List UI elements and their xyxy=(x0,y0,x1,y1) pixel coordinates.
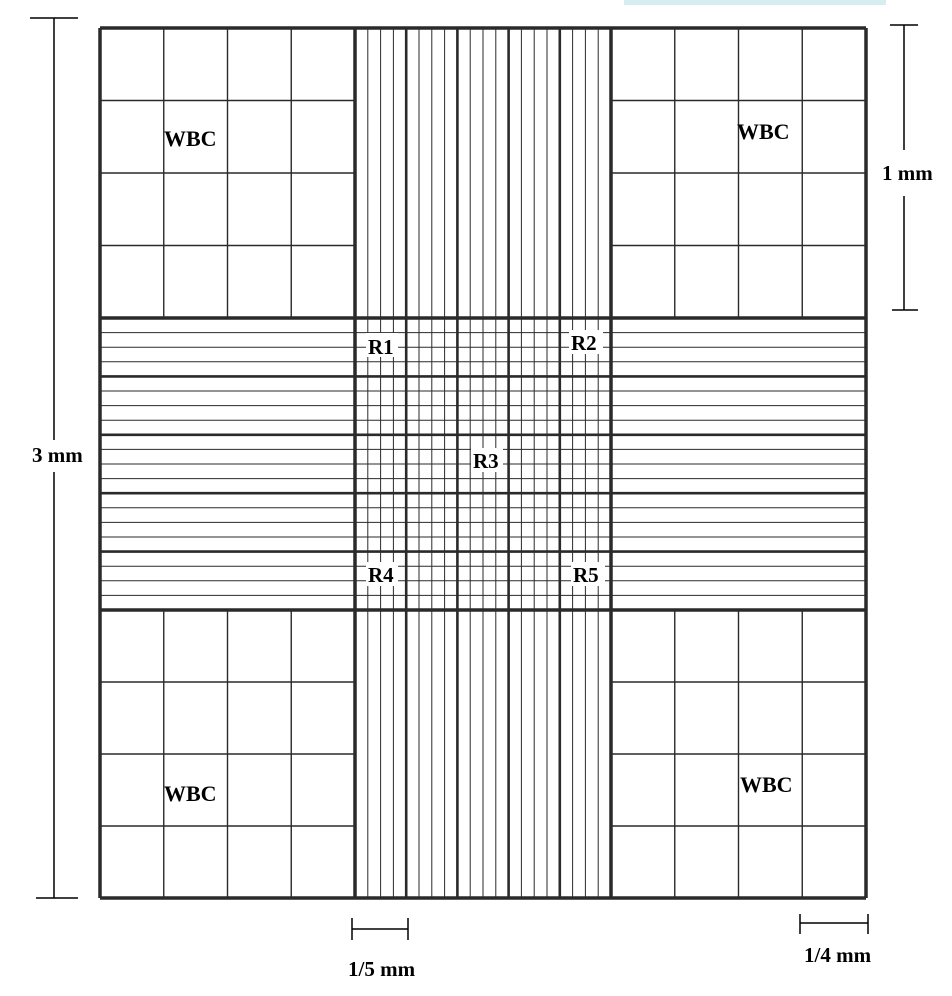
r5-label: R5 xyxy=(573,563,599,587)
scale-1-5mm-label: 1/5 mm xyxy=(348,957,416,981)
scale-3mm-label: 3 mm xyxy=(32,443,83,467)
scale-3mm xyxy=(30,17,78,899)
wbc-label-top-right: WBC xyxy=(737,119,790,144)
scale-1mm xyxy=(890,24,918,311)
scale-1-4mm-label: 1/4 mm xyxy=(804,943,872,967)
r4-label: R4 xyxy=(368,563,394,587)
r4-label-bg xyxy=(366,562,398,586)
wbc-label-bottom-left: WBC xyxy=(164,781,217,806)
r3-label: R3 xyxy=(473,449,499,473)
r2-label: R2 xyxy=(571,331,597,355)
r5-label-bg xyxy=(571,562,605,586)
scale-1-5mm xyxy=(351,918,409,940)
r1-label-bg xyxy=(366,333,398,357)
scale-1mm-label: 1 mm xyxy=(882,161,933,185)
top-tab-accent xyxy=(624,0,886,5)
r2-label-bg xyxy=(569,330,603,354)
counting-grid xyxy=(98,26,868,900)
r1-label: R1 xyxy=(368,335,394,359)
wbc-label-bottom-right: WBC xyxy=(740,772,793,797)
wbc-label-top-left: WBC xyxy=(164,126,217,151)
r3-label-bg xyxy=(471,448,503,472)
scale-1-4mm xyxy=(799,914,869,934)
